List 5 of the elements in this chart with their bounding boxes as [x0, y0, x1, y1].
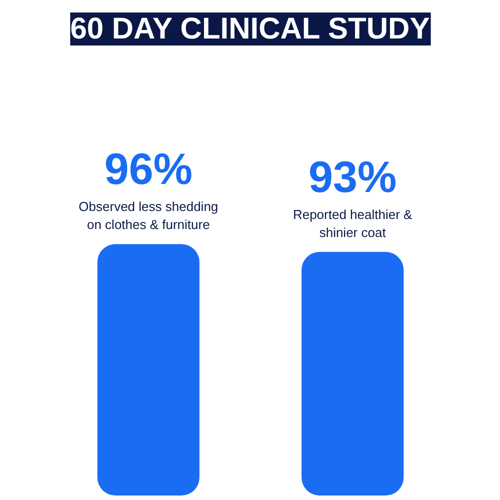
data-label: 96%: [104, 145, 192, 194]
data-label: 93%: [308, 152, 397, 202]
x-tick-label: Observed less shedding on clothes & furniture: [78, 199, 218, 232]
x-tick-label: Reported healthier & shinier coat: [292, 206, 413, 240]
chart-title: 60 DAY CLINICAL STUDY: [70, 12, 430, 46]
